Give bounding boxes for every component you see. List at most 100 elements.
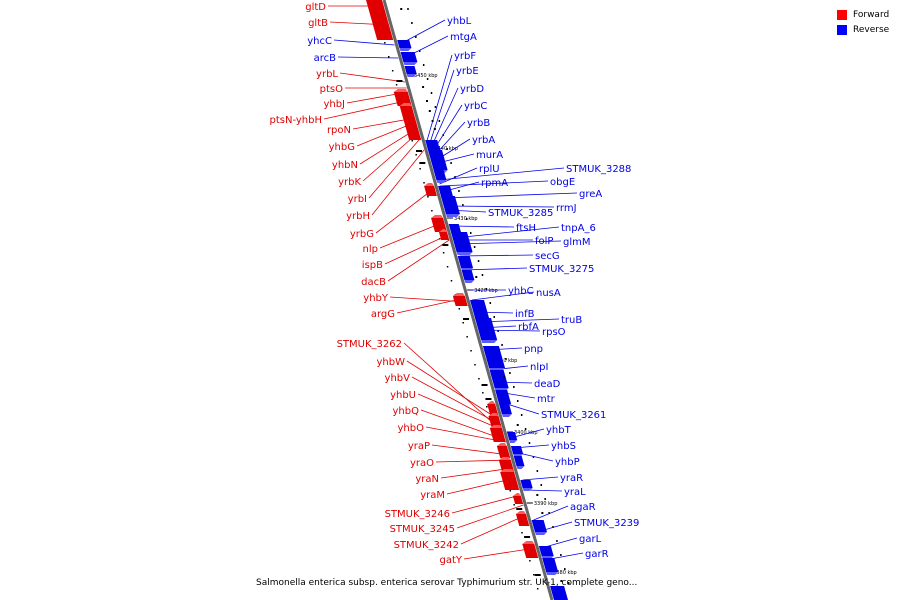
- gene-label-ftsh: ftsH: [516, 223, 536, 234]
- forward-gene-block: [393, 92, 412, 106]
- reverse-gene-block: [538, 546, 554, 556]
- reverse-gene-bevel: [445, 214, 460, 217]
- gene-label-dacb: dacB: [361, 277, 386, 288]
- forward-gene-block: [512, 496, 524, 504]
- gene-connector: [431, 444, 510, 456]
- genome-caption: Salmonella enterica subsp. enterica sero…: [256, 578, 638, 588]
- scale-tick-label: 3450 kbp: [414, 73, 438, 79]
- forward-gene-block: [515, 514, 530, 526]
- gene-label-rpso: rpsO: [542, 327, 566, 338]
- forward-marker: [463, 318, 470, 320]
- gene-label-garr: garR: [585, 549, 609, 560]
- reverse-gene-block: [542, 558, 559, 572]
- gene-label-stmuk_3239: STMUK_3239: [574, 518, 639, 529]
- gene-label-argg: argG: [371, 309, 395, 320]
- forward-marker: [481, 384, 488, 386]
- backbone-dot: [477, 260, 480, 262]
- backbone-dot: [466, 336, 468, 338]
- reverse-marker: [536, 494, 539, 496]
- reverse-gene-block: [450, 232, 473, 252]
- gene-label-rplu: rplU: [479, 164, 500, 175]
- reverse-gene-bevel: [481, 340, 498, 343]
- gene-label-yrbh: yrbH: [346, 211, 370, 222]
- backbone-dot: [422, 64, 425, 66]
- reverse-gene-block: [404, 66, 417, 74]
- reverse-gene-bevel: [406, 74, 417, 77]
- reverse-marker: [400, 8, 403, 10]
- backbone-dot: [442, 252, 445, 254]
- backbone-dot: [450, 280, 453, 282]
- forward-marker: [485, 398, 492, 400]
- gene-label-grea: greA: [579, 189, 602, 200]
- gene-label-rbfa: rbfA: [518, 322, 539, 333]
- forward-marker: [419, 162, 426, 164]
- gene-connector: [323, 99, 411, 120]
- reverse-marker: [431, 120, 434, 122]
- backbone-dot: [462, 322, 464, 324]
- backbone-dot: [423, 182, 425, 184]
- backbone-dot: [482, 392, 484, 394]
- reverse-marker: [541, 512, 544, 514]
- backbone-dot: [564, 568, 566, 570]
- backbone-dot: [450, 162, 452, 164]
- forward-gene-block: [452, 296, 468, 306]
- gene-connector: [445, 205, 555, 208]
- reverse-marker: [516, 424, 519, 426]
- gene-label-trub: truB: [561, 315, 582, 326]
- forward-gene-bevel: [522, 541, 535, 544]
- gene-label-yrbd: yrbD: [460, 84, 484, 95]
- backbone-dot: [544, 498, 546, 500]
- backbone-dot: [407, 8, 409, 10]
- gene-label-yral: yraL: [564, 487, 586, 498]
- backbone-dot: [478, 378, 480, 380]
- forward-gene-bevel: [431, 215, 444, 218]
- gene-label-mura: murA: [476, 150, 503, 161]
- reverse-gene-block: [531, 520, 547, 532]
- gene-connector: [443, 192, 578, 199]
- gene-connector: [463, 547, 536, 560]
- gene-connector: [456, 240, 562, 245]
- backbone-dot: [415, 154, 417, 156]
- gene-label-yran: yraN: [415, 474, 439, 485]
- reverse-gene-bevel: [534, 532, 547, 535]
- backbone-dot: [509, 372, 511, 374]
- reverse-gene-bevel: [509, 440, 518, 443]
- gene-connector: [440, 467, 514, 479]
- reverse-gene-bevel: [464, 280, 475, 283]
- gene-connector: [451, 225, 515, 228]
- gene-connector: [428, 69, 455, 147]
- backbone-dot: [473, 246, 476, 248]
- reverse-gene-block: [506, 432, 518, 440]
- backbone-dot: [485, 288, 488, 290]
- reverse-gene-block: [457, 256, 474, 268]
- backbone-dot: [419, 50, 421, 52]
- reverse-gene-bevel: [546, 572, 559, 575]
- gene-connector: [333, 39, 395, 46]
- gene-connector: [522, 476, 559, 481]
- backbone-dot: [462, 204, 464, 206]
- gene-label-glmm: glmM: [563, 237, 591, 248]
- scale-tick-label: 3380 kbp: [553, 570, 577, 576]
- gene-label-yhbp: yhbP: [555, 457, 580, 468]
- gene-connector: [460, 514, 527, 545]
- reverse-gene-block: [520, 480, 533, 488]
- backbone-dot: [395, 84, 398, 86]
- backbone-dot: [415, 36, 417, 38]
- gene-connector: [456, 504, 524, 529]
- backbone-dot: [533, 574, 535, 576]
- gene-connector: [425, 426, 506, 443]
- reverse-marker: [503, 376, 506, 378]
- gene-label-yrbc: yrbC: [464, 101, 487, 112]
- forward-marker: [516, 508, 523, 510]
- reverse-gene-bevel: [399, 48, 412, 51]
- gene-label-rrmj: rrmJ: [556, 203, 577, 214]
- gene-label-ptsn-yhbh: ptsN-yhbH: [269, 115, 322, 126]
- gene-connector: [384, 234, 448, 265]
- gene-label-yrbb: yrbB: [467, 118, 490, 129]
- forward-gene-bevel: [496, 443, 507, 446]
- gene-label-nlp: nlp: [363, 244, 378, 255]
- reverse-gene-block: [425, 140, 440, 150]
- gene-label-yrbi: yrbI: [348, 194, 367, 205]
- reverse-gene-block: [482, 346, 506, 368]
